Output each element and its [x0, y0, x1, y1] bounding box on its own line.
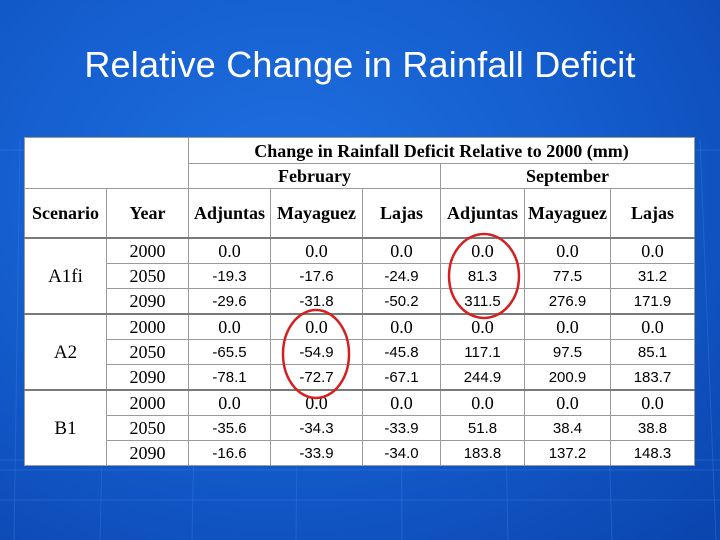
value-cell: -34.3 — [270, 415, 363, 441]
value-cell: -45.8 — [362, 339, 441, 365]
year-cell: 2000 — [106, 237, 189, 264]
year-cell: 2090 — [106, 440, 189, 466]
value-cell: 0.0 — [270, 237, 363, 264]
value-cell: 311.5 — [440, 288, 525, 315]
value-cell: 183.8 — [440, 440, 525, 466]
value-cell: 117.1 — [440, 339, 525, 365]
value-cell: 0.0 — [270, 389, 363, 416]
value-cell: 0.0 — [188, 389, 271, 416]
station-header: Lajas — [362, 188, 441, 239]
station-header: Mayaguez — [270, 188, 363, 239]
value-cell: 200.9 — [524, 364, 611, 391]
value-cell: -16.6 — [188, 440, 271, 466]
value-cell: -17.6 — [270, 263, 363, 289]
value-cell: 97.5 — [524, 339, 611, 365]
year-cell: 2050 — [106, 415, 189, 441]
scenario-cell: A2 — [24, 313, 107, 391]
value-cell: 137.2 — [524, 440, 611, 466]
month-header: February — [188, 163, 441, 189]
table-caption: Change in Rainfall Deficit Relative to 2… — [188, 137, 695, 164]
value-cell: 81.3 — [440, 263, 525, 289]
year-cell: 2090 — [106, 364, 189, 391]
value-cell: 0.0 — [610, 389, 695, 416]
value-cell: 244.9 — [440, 364, 525, 391]
value-cell: 0.0 — [610, 313, 695, 340]
year-cell: 2000 — [106, 389, 189, 416]
value-cell: -31.8 — [270, 288, 363, 315]
value-cell: 0.0 — [524, 237, 611, 264]
rainfall-table: Change in Rainfall Deficit Relative to 2… — [24, 137, 695, 466]
value-cell: 77.5 — [524, 263, 611, 289]
value-cell: -72.7 — [270, 364, 363, 391]
value-cell: 0.0 — [440, 313, 525, 340]
value-cell: 0.0 — [362, 389, 441, 416]
value-cell: -65.5 — [188, 339, 271, 365]
value-cell: 38.4 — [524, 415, 611, 441]
value-cell: 0.0 — [610, 237, 695, 264]
year-cell: 2000 — [106, 313, 189, 340]
value-cell: 0.0 — [362, 237, 441, 264]
station-header: Adjuntas — [440, 188, 525, 239]
value-cell: 38.8 — [610, 415, 695, 441]
value-cell: 0.0 — [440, 389, 525, 416]
value-cell: -67.1 — [362, 364, 441, 391]
year-cell: 2050 — [106, 263, 189, 289]
value-cell: -78.1 — [188, 364, 271, 391]
year-header: Year — [106, 188, 189, 239]
blank-corner — [24, 137, 189, 189]
year-cell: 2050 — [106, 339, 189, 365]
value-cell: 276.9 — [524, 288, 611, 315]
value-cell: 0.0 — [524, 389, 611, 416]
scenario-cell: A1fi — [24, 237, 107, 315]
value-cell: 0.0 — [270, 313, 363, 340]
value-cell: 0.0 — [188, 237, 271, 264]
value-cell: -54.9 — [270, 339, 363, 365]
value-cell: 51.8 — [440, 415, 525, 441]
station-header: Lajas — [610, 188, 695, 239]
station-header: Mayaguez — [524, 188, 611, 239]
value-cell: 31.2 — [610, 263, 695, 289]
value-cell: -33.9 — [270, 440, 363, 466]
scenario-header: Scenario — [24, 188, 107, 239]
value-cell: -24.9 — [362, 263, 441, 289]
month-header: September — [440, 163, 695, 189]
value-cell: -50.2 — [362, 288, 441, 315]
scenario-cell: B1 — [24, 389, 107, 466]
value-cell: 148.3 — [610, 440, 695, 466]
value-cell: -29.6 — [188, 288, 271, 315]
value-cell: -35.6 — [188, 415, 271, 441]
year-cell: 2090 — [106, 288, 189, 315]
value-cell: 0.0 — [362, 313, 441, 340]
value-cell: -33.9 — [362, 415, 441, 441]
value-cell: 0.0 — [440, 237, 525, 264]
value-cell: 0.0 — [524, 313, 611, 340]
value-cell: -34.0 — [362, 440, 441, 466]
value-cell: 85.1 — [610, 339, 695, 365]
station-header: Adjuntas — [188, 188, 271, 239]
value-cell: 183.7 — [610, 364, 695, 391]
slide-title: Relative Change in Rainfall Deficit — [84, 44, 636, 85]
value-cell: -19.3 — [188, 263, 271, 289]
value-cell: 171.9 — [610, 288, 695, 315]
value-cell: 0.0 — [188, 313, 271, 340]
